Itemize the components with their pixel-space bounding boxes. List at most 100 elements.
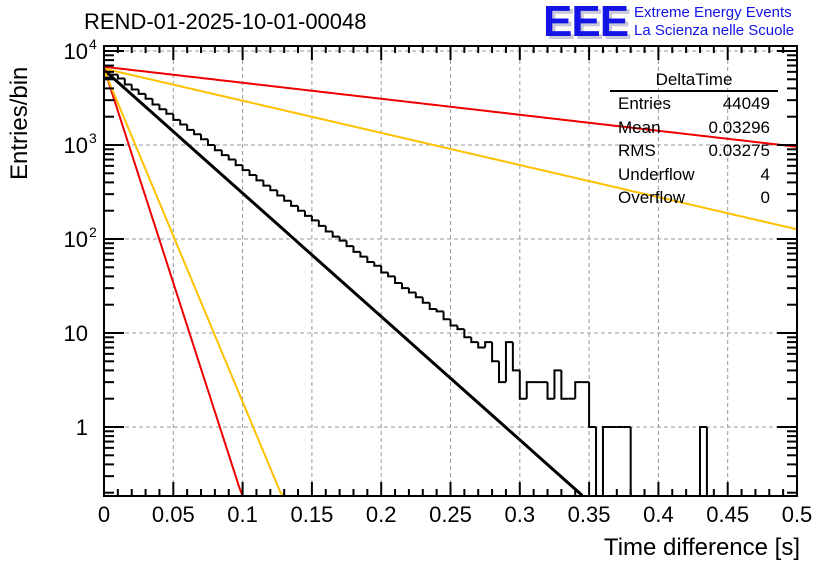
stats-value: 0.03296 [708,117,770,137]
histogram-bin [130,84,139,91]
x-tick-label: 0.1 [227,502,258,527]
histogram-bin [518,370,527,400]
eee-logo: EEE Extreme Energy Events La Scienza nel… [543,0,794,46]
stats-row-overflow: Overflow 0 [610,186,778,210]
histogram-bin [200,134,208,141]
histogram-bin [595,427,603,497]
reference-upper-red-curve [103,65,798,148]
histogram-bin [241,165,250,172]
stats-row-underflow: Underflow 4 [610,163,778,187]
y-tick-exponent: 4 [89,36,97,52]
histogram-bin [400,283,409,290]
stats-row-rms: RMS 0.03275 [610,139,778,163]
tick-labels: 0 0.05 0.1 0.15 0.2 0.25 0.3 0.35 0.4 0.45 0.5 1 10 1… [64,36,813,527]
stats-label: Underflow [618,164,695,184]
histogram-bin [317,220,326,227]
y-tick-label: 10 [64,227,88,252]
histogram-bin [303,210,312,217]
eee-logo-text: Extreme Energy Events La Scienza nelle S… [634,4,794,40]
histogram-bin [158,104,167,111]
histogram-bin [698,426,707,496]
logo-line-2: La Scienza nelle Scuole [634,22,795,39]
stats-label: RMS [618,141,656,160]
histogram-bin [470,337,479,344]
histogram-bin [560,370,569,400]
histogram-bin [574,381,583,399]
histogram-bin [380,265,389,274]
y-tick-label: 10 [64,39,88,64]
stats-value: 44049 [722,94,770,113]
x-tick-label: 0.15 [290,502,333,527]
histogram-bin [116,74,125,80]
histogram-bin [629,427,638,497]
histogram-bin [213,145,222,152]
x-tick-label: 0 [98,502,110,527]
histogram-bin [103,76,111,496]
stats-label: Mean [618,117,661,137]
histogram-bin [123,78,132,86]
histogram-bin [394,276,402,285]
histogram-bin [234,159,243,167]
histogram-bin [310,215,319,222]
histogram-bin [290,200,299,207]
histogram-bin [324,225,333,233]
y-tick-label: 10 [64,321,88,346]
y-tick-exponent: 2 [89,224,97,240]
stats-title: DeltaTime [610,70,778,92]
eee-logo-mark: EEE [543,0,629,46]
histogram-bin [283,195,292,202]
histogram-bin [352,246,361,253]
histogram-bin [449,319,458,327]
histogram-bin [428,302,437,311]
histogram-bin [366,256,375,263]
histogram-bin [262,180,271,187]
reference-lower-red-curve [103,67,244,497]
logo-line-1: Extreme Energy Events [634,4,792,21]
y-tick-label: 10 [64,133,88,158]
histogram-bin [407,288,416,294]
x-tick-label: 0.35 [568,502,611,527]
histogram-bin [144,93,153,100]
axis-ticks [103,46,798,496]
histogram-bin [421,297,430,304]
reference-lower-yellow-curve [103,69,285,497]
x-tick-label: 0.3 [505,502,536,527]
histogram-bin [165,109,174,115]
histogram-bin [442,311,451,321]
histogram-bin [546,382,555,400]
histogram-bin [484,341,493,348]
histogram-bin [511,342,520,372]
histogram-bin [504,341,513,383]
histogram-bin [387,272,396,278]
histogram-bin [276,190,285,197]
histogram-bin [491,342,500,363]
histogram-bin [269,185,278,192]
fit-curves [103,65,798,497]
histogram-bin [297,205,305,212]
x-tick-label: 0.05 [152,502,195,527]
stats-label: Entries [618,94,671,113]
histogram-bin [220,150,229,157]
histogram-bin [109,73,118,78]
histogram-bin [498,361,506,384]
stats-label: Overflow [618,188,686,207]
histogram-bin [345,240,354,248]
x-tick-label: 0.2 [366,502,397,527]
chart-title: REND-01-2025-10-01-00048 [84,9,367,34]
histogram-bin [331,231,340,238]
fit-curve [103,68,584,497]
x-tick-label: 0.4 [643,502,674,527]
histogram-bin [456,325,465,331]
stats-value: 0 [760,188,770,207]
reference-upper-yellow-curve [103,67,798,231]
histogram-bin [227,155,236,161]
histogram-bin [206,139,215,146]
y-tick-label: 1 [76,415,88,440]
x-tick-label: 0.45 [706,502,749,527]
stats-row-mean: Mean 0.03296 [610,116,778,140]
histogram-bin [477,342,486,349]
histogram-bin [151,98,160,106]
histogram-bin [172,113,181,121]
histogram-bin [588,382,597,428]
